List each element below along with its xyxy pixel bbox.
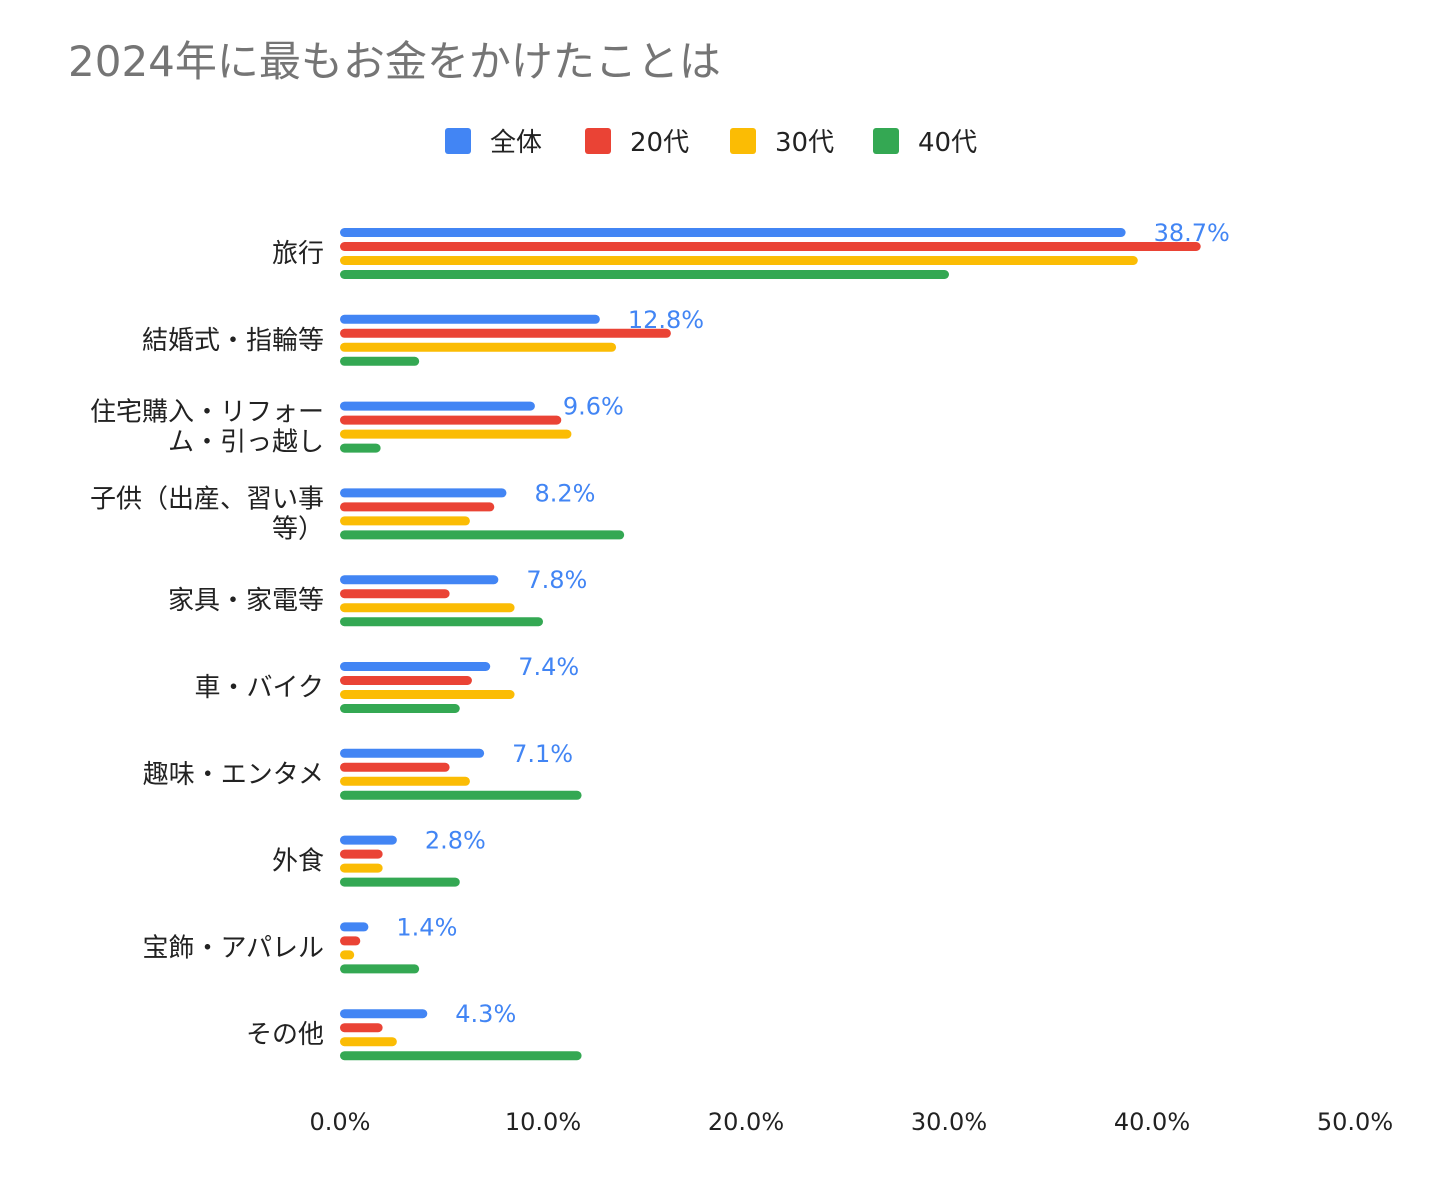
data-label: 9.6% <box>563 393 624 421</box>
bar <box>340 575 499 585</box>
x-tick-label: 0.0% <box>310 1108 371 1136</box>
bar <box>340 922 369 932</box>
category-label: ム・引っ越し <box>168 428 324 458</box>
category-label: 家具・家電等 <box>168 586 324 616</box>
bar <box>340 228 1126 237</box>
x-tick-label: 10.0% <box>505 1108 581 1136</box>
legend-swatch <box>585 128 611 154</box>
bar <box>340 502 495 512</box>
data-label: 7.8% <box>526 566 587 594</box>
bar <box>340 676 472 685</box>
category-label: 等） <box>272 514 324 544</box>
bar <box>340 849 383 859</box>
bar <box>340 270 949 279</box>
bar <box>340 415 562 425</box>
bar <box>340 936 361 946</box>
bar <box>340 603 515 613</box>
bar <box>340 863 383 873</box>
bar <box>340 328 671 338</box>
data-label: 1.4% <box>396 913 457 941</box>
category-label: 住宅購入・リフォー <box>90 398 324 428</box>
bar <box>340 443 381 453</box>
data-label: 7.1% <box>512 740 573 768</box>
bar <box>340 704 460 713</box>
bar <box>340 242 1201 251</box>
category-label: 子供（出産、習い事 <box>90 484 324 514</box>
x-tick-label: 20.0% <box>708 1108 784 1136</box>
bar <box>340 835 397 845</box>
category-label: 宝飾・アパレル <box>143 933 324 963</box>
bar <box>340 401 535 411</box>
bar <box>340 617 543 627</box>
category-label: 車・バイク <box>195 673 324 703</box>
data-label: 2.8% <box>425 827 486 855</box>
legend: 全体 20代 30代 40代 <box>445 128 977 158</box>
data-label: 38.7% <box>1154 219 1230 247</box>
bar <box>340 662 491 671</box>
x-tick-label: 50.0% <box>1317 1108 1393 1136</box>
category-label: その他 <box>246 1020 324 1050</box>
legend-item: 20代 <box>585 128 689 158</box>
bar <box>340 488 507 498</box>
chart-title: 2024年に最もお金をかけたことは <box>68 37 721 86</box>
bar <box>340 964 420 974</box>
bar <box>340 690 515 699</box>
legend-swatch <box>873 128 899 154</box>
bar <box>340 516 470 526</box>
data-label: 7.4% <box>518 653 579 681</box>
legend-label: 20代 <box>630 128 689 158</box>
bar <box>340 589 450 599</box>
legend-label: 全体 <box>490 128 542 158</box>
legend-item: 40代 <box>873 128 977 158</box>
bar <box>340 356 420 366</box>
bar <box>340 1037 397 1047</box>
legend-label: 30代 <box>775 128 834 158</box>
bar <box>340 877 460 887</box>
bar <box>340 1051 582 1061</box>
legend-item: 30代 <box>730 128 834 158</box>
bars <box>340 228 1201 1061</box>
x-tick-label: 30.0% <box>911 1108 987 1136</box>
bar <box>340 748 485 758</box>
legend-item: 全体 <box>445 128 542 158</box>
category-label: 趣味・エンタメ <box>143 760 324 790</box>
data-label: 4.3% <box>455 1000 516 1028</box>
bar <box>340 530 625 540</box>
bar <box>340 1023 383 1033</box>
bar <box>340 342 617 352</box>
category-label: 結婚式・指輪等 <box>142 326 324 356</box>
bar <box>340 1009 428 1019</box>
bar <box>340 256 1138 265</box>
legend-swatch <box>445 128 471 154</box>
data-label: 12.8% <box>628 306 704 334</box>
data-label: 8.2% <box>534 479 595 507</box>
x-axis: 0.0% 10.0% 20.0% 30.0% 40.0% 50.0% <box>310 1108 1394 1136</box>
bar <box>340 762 450 772</box>
bar <box>340 314 600 324</box>
bar <box>340 950 355 960</box>
category-label: 旅行 <box>272 239 324 269</box>
category-label: 外食 <box>272 847 324 877</box>
bar <box>340 790 582 800</box>
bar <box>340 429 572 439</box>
data-labels: 38.7% 12.8% 9.6% 8.2% 7.8% 7.4% 7.1% 2.8% 1.4% 4.… <box>396 219 1229 1028</box>
legend-label: 40代 <box>918 128 977 158</box>
bar <box>340 776 470 786</box>
legend-swatch <box>730 128 756 154</box>
x-tick-label: 40.0% <box>1114 1108 1190 1136</box>
